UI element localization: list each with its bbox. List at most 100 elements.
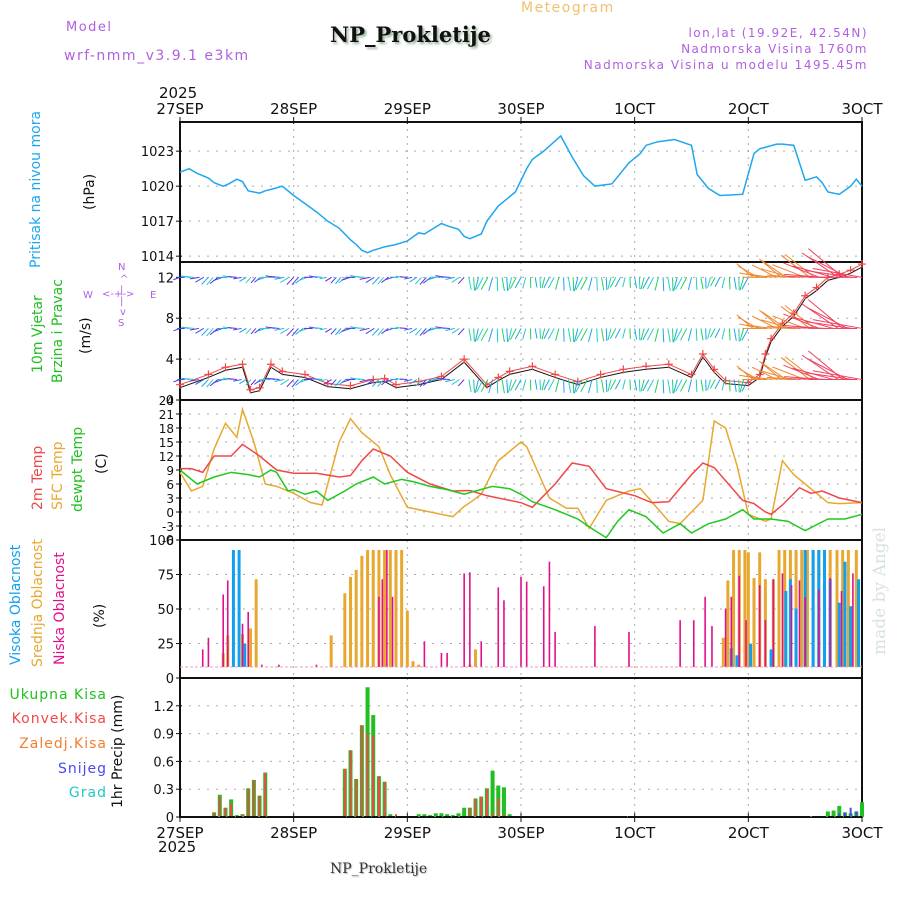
wind-arrow — [213, 379, 223, 384]
wind-arrow — [607, 328, 612, 341]
wind-arrow — [783, 313, 820, 329]
lonlat-label: lon,lat (19.92E, 42.54N) — [688, 26, 868, 40]
wind-arrow — [409, 328, 418, 334]
wind-speed-marker — [710, 365, 719, 374]
low-cloud-bar — [469, 572, 471, 667]
wind-arrow — [319, 379, 327, 382]
wind-arrow — [601, 379, 605, 393]
mid-cloud-bar — [366, 550, 370, 667]
wind-arrow — [707, 277, 711, 288]
convective-precip-bar — [383, 781, 386, 817]
wind-arrow — [728, 277, 731, 290]
wind-arrow — [286, 379, 295, 388]
wind-arrow — [634, 379, 638, 391]
wind-arrow — [605, 379, 608, 393]
wind-arrow — [250, 328, 257, 335]
wind-arrow — [189, 327, 200, 331]
meteogram-label: Meteogram — [521, 0, 615, 16]
convective-precip-bar — [468, 807, 471, 817]
wind-arrow — [508, 277, 513, 291]
wind-arrow — [640, 328, 645, 341]
convective-precip-bar — [360, 725, 363, 817]
precip-legend-conv: Konvek.Kisa — [11, 711, 107, 727]
wind-arrow — [543, 277, 550, 288]
wind-arrow — [381, 328, 389, 335]
wind-arrow — [372, 328, 380, 336]
wind-arrow — [675, 277, 683, 290]
wind-arrow — [575, 328, 584, 342]
wind-speed-marker — [846, 266, 855, 275]
wind-arrow — [319, 327, 327, 331]
convective-precip-bar — [258, 795, 261, 817]
high-cloud-bar — [749, 643, 753, 667]
wind-arrow — [415, 379, 422, 387]
wind-arrow — [733, 277, 737, 290]
wind-arrow — [739, 277, 745, 291]
wind-arrow — [480, 379, 489, 393]
convective-precip-bar — [480, 796, 483, 817]
total-precip-bar — [433, 813, 438, 817]
wind-arrow — [541, 328, 546, 340]
mid-cloud-bar — [835, 550, 839, 667]
mid-cloud-bar — [394, 550, 398, 667]
high-cloud-bar — [849, 606, 853, 667]
wind-arrow — [596, 277, 598, 291]
mid-cloud-bar — [343, 593, 347, 667]
wind-arrow — [580, 328, 588, 341]
wind-arrow — [522, 328, 527, 340]
wind-arrow — [419, 277, 427, 285]
wind-arrow — [365, 328, 375, 335]
low-cloud-bar — [378, 596, 380, 667]
wind-arrow — [325, 379, 332, 384]
wind-arrow — [812, 370, 863, 381]
wind-arrow — [473, 277, 475, 291]
wind-speed-marker — [664, 360, 673, 369]
wind-speed-marker — [391, 380, 400, 389]
mid-cloud-bar — [746, 552, 750, 667]
wind-arrow — [572, 277, 575, 292]
wind-arrow — [359, 327, 370, 331]
total-precip-bar — [456, 813, 461, 817]
y-tick-label: 0.3 — [153, 783, 174, 798]
wind-arrow — [451, 276, 460, 283]
low-cloud-bar — [679, 620, 681, 667]
x-tick-label-top: 28SEP — [270, 100, 317, 118]
wind-arrow — [206, 379, 214, 388]
wind-arrow — [687, 379, 692, 393]
wind-arrow — [640, 277, 645, 290]
wind-arrow — [709, 277, 716, 287]
wind-arrow — [451, 328, 460, 334]
wind-arrow — [572, 328, 575, 343]
wind-arrow — [714, 277, 721, 287]
wind-speed-marker — [176, 380, 184, 389]
year-bottom: 2025 — [158, 838, 197, 856]
wind-arrow — [372, 276, 380, 285]
compass-ns-line: ^ | | v — [120, 274, 129, 318]
wind-arrow — [473, 328, 475, 342]
wind-speed-marker — [246, 385, 255, 394]
total-precip-bar — [445, 814, 450, 817]
low-cloud-bar — [542, 586, 545, 667]
low-cloud-bar — [497, 587, 500, 667]
wind-arrow — [269, 327, 280, 329]
low-cloud-bar — [711, 626, 713, 667]
wind-arrow — [381, 379, 389, 386]
wind-arrow — [601, 328, 605, 342]
x-tick-label-bottom: 30SEP — [497, 824, 544, 842]
wind-arrow — [580, 277, 588, 290]
low-cloud-bar — [692, 620, 695, 667]
wind-arrow — [195, 276, 204, 283]
total-precip-bar — [462, 807, 467, 817]
wind-arrow — [185, 275, 195, 278]
low-cloud-bar — [818, 589, 820, 667]
wind-arrow — [508, 379, 513, 393]
high-cloud-bar — [822, 550, 826, 667]
y-tick-label: 18 — [159, 422, 174, 436]
wind-arrow — [739, 328, 745, 342]
wind-speed-marker — [238, 360, 247, 369]
wind-arrow — [385, 276, 394, 281]
convective-precip-bar — [491, 813, 494, 817]
x-tick-label-top: 29SEP — [384, 100, 431, 118]
wind-arrow — [227, 378, 237, 381]
wind-arrow — [541, 379, 546, 391]
